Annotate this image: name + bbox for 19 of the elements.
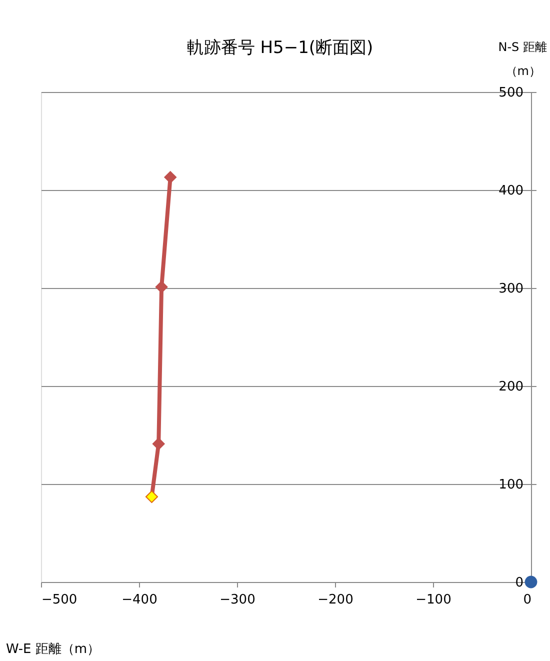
- x-tick-label: −100: [416, 592, 452, 608]
- y-tick-label: 300: [498, 282, 524, 296]
- y-tick-label: 400: [498, 184, 524, 198]
- x-tick-label: −400: [122, 592, 158, 608]
- chart-title: 軌跡番号 H5−1(断面図): [186, 38, 374, 58]
- y-tick-label: 100: [498, 478, 524, 492]
- y-tick-label: 500: [498, 86, 524, 100]
- y-tick-label: 200: [498, 380, 524, 394]
- point: [152, 438, 165, 450]
- point: [155, 280, 168, 294]
- y-tick-label: 0: [515, 576, 524, 590]
- point: [164, 171, 177, 184]
- point: [524, 576, 538, 588]
- x-tick-label: −500: [42, 592, 78, 608]
- text: N-S 距離: [498, 40, 547, 54]
- x-axis-title: W-E 距離（m）: [6, 642, 100, 657]
- text: （m）: [505, 64, 541, 78]
- x-tick-label: −300: [220, 592, 256, 608]
- x-tick-label: −200: [318, 592, 354, 608]
